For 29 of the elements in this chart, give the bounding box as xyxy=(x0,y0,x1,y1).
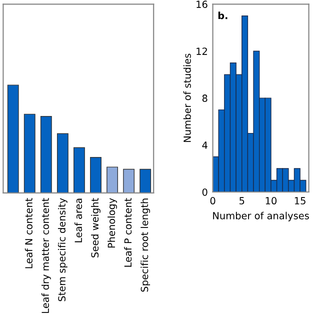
x-tick-label: Specific root length xyxy=(140,198,150,292)
y-tick-label: 4 xyxy=(202,142,208,149)
annotation: b. xyxy=(218,12,228,20)
x-tick-label: 10 xyxy=(266,197,277,204)
bar xyxy=(123,168,135,193)
bar xyxy=(90,157,102,193)
x-tick-label: Leaf N content xyxy=(24,198,32,268)
x-tick-label: Leaf area xyxy=(74,198,82,242)
x-tick-label: Phenology xyxy=(108,198,117,248)
x-axis-title: Number of analyses xyxy=(213,212,309,222)
x-tick-label: 0 xyxy=(210,197,216,204)
x-tick-label: 5 xyxy=(240,197,244,204)
x-tick-label: Stem specific density xyxy=(58,198,68,302)
y-tick-label: 8 xyxy=(202,94,208,102)
y-axis-title: Number of studies xyxy=(183,54,191,142)
x-tick-label: 15 xyxy=(294,197,306,204)
bar xyxy=(7,84,19,193)
bar xyxy=(56,133,68,193)
bar xyxy=(106,166,118,193)
bar xyxy=(74,147,85,193)
x-tick-label: Leaf P content xyxy=(124,198,132,267)
y-tick-label: 12 xyxy=(196,48,207,55)
x-tick-label: Seed weight xyxy=(91,198,100,258)
bar xyxy=(24,114,36,193)
x-tick-label: Leaf dry matter content xyxy=(41,198,51,313)
bar xyxy=(40,116,52,193)
y-tick-label: 16 xyxy=(196,0,208,8)
y-tick-label: 0 xyxy=(202,188,208,196)
bar xyxy=(140,168,152,193)
